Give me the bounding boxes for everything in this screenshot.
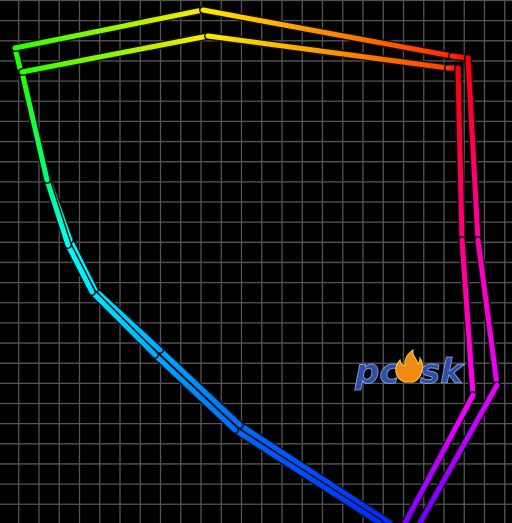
logo-flame [395, 348, 423, 383]
gamut-edge [475, 237, 500, 388]
gamut-edge [205, 33, 451, 71]
gamut-edge [44, 177, 71, 248]
logo: pc sk [354, 348, 466, 392]
gamut-edge [12, 7, 206, 51]
gamut-outlines [11, 6, 501, 523]
gamut-edge [465, 55, 481, 243]
gamut-edge [89, 289, 158, 358]
logo-left: pc [354, 352, 400, 392]
logo-right: sk [420, 352, 465, 392]
gamut-edge [157, 347, 243, 428]
gamut-edge [402, 392, 476, 523]
gamut-edge [417, 382, 500, 523]
gamut-edge [19, 33, 211, 75]
gamut-edge [455, 65, 465, 243]
gamut-edge [232, 427, 383, 523]
gamut-edge [459, 237, 476, 398]
gamut-edge [152, 352, 238, 433]
gamut-edge [92, 287, 163, 353]
gamut-edge [65, 242, 95, 295]
gamut-edge [19, 69, 50, 183]
gamut-edge [200, 7, 455, 59]
gamut-edge [237, 422, 393, 523]
